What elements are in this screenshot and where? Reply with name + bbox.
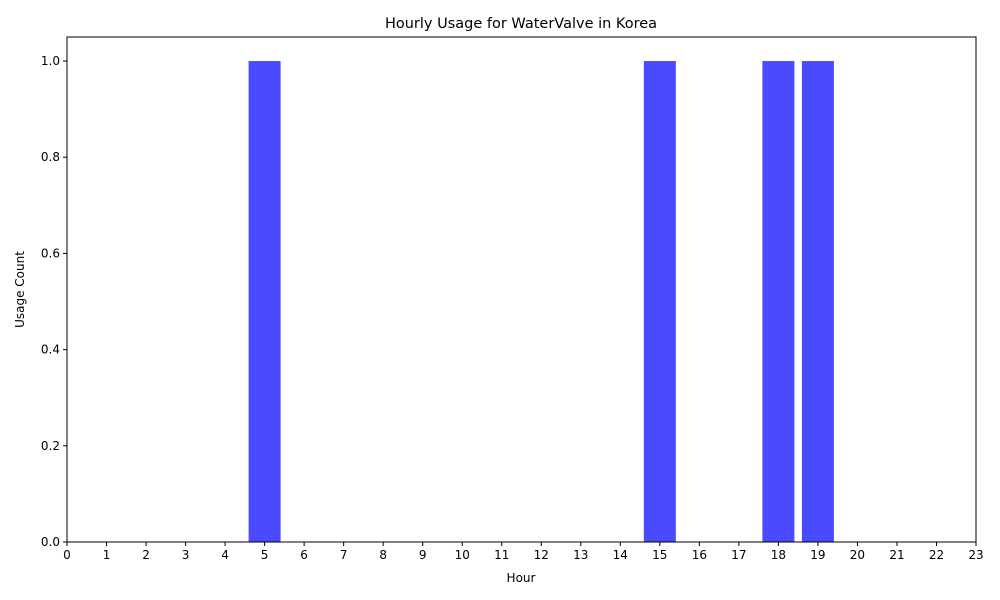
y-tick-label: 1.0 <box>41 54 60 68</box>
x-tick-label: 4 <box>221 548 229 562</box>
x-tick-label: 11 <box>494 548 509 562</box>
x-tick-label: 8 <box>379 548 387 562</box>
x-tick-label: 17 <box>731 548 746 562</box>
bar-hour-15 <box>643 61 676 543</box>
x-axis-ticks: 0 1 2 3 4 5 6 7 8 9 10 11 12 13 14 15 16 17 18 19 20 21 22 23 <box>63 542 984 562</box>
plot-frame <box>66 36 977 543</box>
x-tick-label: 20 <box>850 548 865 562</box>
bars-group <box>248 61 834 543</box>
y-tick-label: 0.0 <box>41 535 60 549</box>
y-axis-ticks: 0.0 0.2 0.4 0.6 0.8 1.0 <box>41 54 67 549</box>
y-tick-label: 0.2 <box>41 439 60 453</box>
bar-hour-18 <box>762 61 795 543</box>
x-tick-label: 21 <box>889 548 904 562</box>
y-tick-label: 0.6 <box>41 246 60 260</box>
bar-hour-19 <box>801 61 834 543</box>
x-tick-label: 9 <box>419 548 427 562</box>
x-tick-label: 2 <box>142 548 150 562</box>
x-tick-label: 5 <box>261 548 269 562</box>
y-tick-label: 0.4 <box>41 343 60 357</box>
x-tick-label: 22 <box>929 548 944 562</box>
chart-title: Hourly Usage for WaterValve in Korea <box>385 16 657 32</box>
y-axis-label: Usage Count <box>13 251 27 328</box>
x-tick-label: 12 <box>534 548 549 562</box>
x-tick-label: 3 <box>182 548 190 562</box>
x-tick-label: 0 <box>63 548 71 562</box>
x-tick-label: 13 <box>573 548 588 562</box>
x-tick-label: 15 <box>652 548 667 562</box>
x-axis-label: Hour <box>507 571 536 585</box>
x-tick-label: 18 <box>771 548 786 562</box>
x-tick-label: 19 <box>810 548 825 562</box>
x-tick-label: 16 <box>692 548 707 562</box>
y-tick-label: 0.8 <box>41 150 60 164</box>
x-tick-label: 23 <box>968 548 983 562</box>
x-tick-label: 1 <box>103 548 111 562</box>
x-tick-label: 6 <box>300 548 308 562</box>
x-tick-label: 14 <box>613 548 628 562</box>
x-tick-label: 10 <box>455 548 470 562</box>
x-tick-label: 7 <box>340 548 348 562</box>
bar-hour-5 <box>248 61 281 543</box>
